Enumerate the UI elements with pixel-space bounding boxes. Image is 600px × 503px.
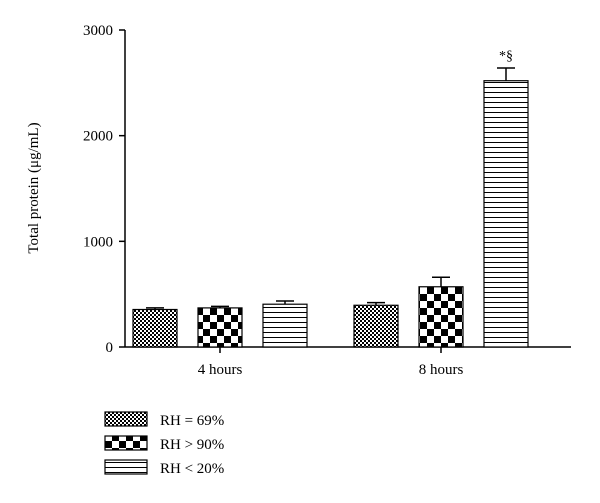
significance-annotation-0: *§ bbox=[499, 49, 513, 64]
y-tick-label-0: 0 bbox=[106, 340, 114, 356]
bar-0-1 bbox=[197, 307, 243, 348]
legend-label-1: RH > 90% bbox=[160, 437, 224, 453]
x-tick-label-0: 4 hours bbox=[198, 362, 243, 378]
legend-label-2: RH < 20% bbox=[160, 461, 224, 477]
y-axis-label: Total protein (μg/mL) bbox=[26, 122, 42, 253]
x-tick-label-1: 8 hours bbox=[419, 362, 464, 378]
y-tick-label-1: 1000 bbox=[83, 234, 113, 250]
bar-1-2 bbox=[483, 80, 529, 348]
legend: RH = 69% RH > 90% RH < 20% bbox=[104, 411, 224, 477]
bar-0-2 bbox=[262, 303, 308, 348]
y-tick-label-3: 3000 bbox=[83, 23, 113, 39]
y-tick-label-2: 2000 bbox=[83, 129, 113, 145]
bar-0-0 bbox=[132, 308, 178, 348]
bar-1-1 bbox=[418, 286, 464, 348]
bar-1-0 bbox=[353, 304, 399, 348]
y-axis: 0 1000 2000 3000 bbox=[83, 23, 126, 356]
legend-swatch-0 bbox=[104, 411, 148, 427]
bars: *§ bbox=[132, 49, 529, 348]
x-axis: 4 hours 8 hours bbox=[125, 346, 571, 378]
legend-swatch-1 bbox=[104, 435, 148, 451]
legend-swatch-2 bbox=[104, 459, 148, 475]
legend-label-0: RH = 69% bbox=[160, 413, 224, 429]
